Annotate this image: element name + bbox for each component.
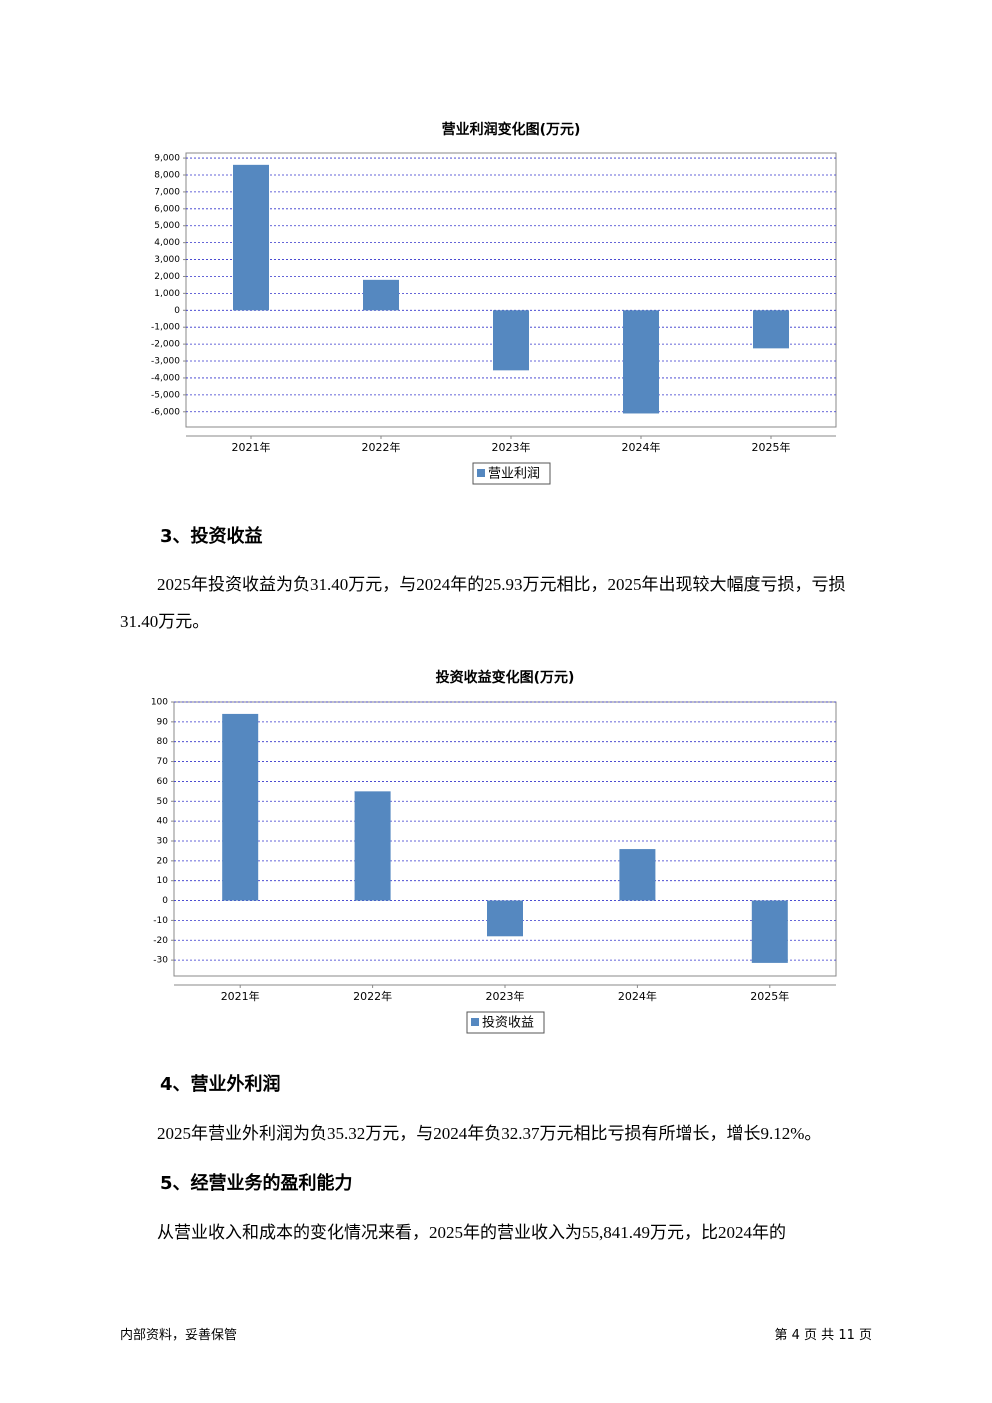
legend-swatch xyxy=(477,469,485,477)
bar xyxy=(493,310,529,371)
bar xyxy=(222,713,259,901)
footer-right: 第 4 页 共 11 页 xyxy=(774,1328,872,1343)
y-tick-label: 30 xyxy=(157,836,169,846)
x-tick-label: 2023年 xyxy=(486,989,525,1003)
bar xyxy=(487,900,523,937)
y-tick-label: -30 xyxy=(153,956,168,966)
y-tick-label: -5,000 xyxy=(151,390,180,400)
chart: 投资收益变化图(万元)1009080706050403020100-10-20-… xyxy=(151,669,837,1034)
y-tick-label: 7,000 xyxy=(154,187,180,197)
y-tick-label: 2,000 xyxy=(154,272,180,282)
section-heading: 5、经营业务的盈利能力 xyxy=(160,1173,353,1194)
y-tick-label: -20 xyxy=(153,936,168,946)
x-tick-label: 2024年 xyxy=(618,989,657,1003)
y-tick-label: 40 xyxy=(157,817,169,827)
bar xyxy=(363,279,399,311)
x-tick-label: 2021年 xyxy=(232,440,271,454)
legend-swatch xyxy=(471,1018,479,1026)
y-tick-label: 9,000 xyxy=(154,154,180,164)
x-tick-label: 2022年 xyxy=(362,440,401,454)
y-tick-label: -6,000 xyxy=(151,407,180,417)
legend-label: 营业利润 xyxy=(488,467,540,482)
section-heading: 3、投资收益 xyxy=(160,526,263,547)
y-tick-label: 60 xyxy=(157,777,169,787)
y-tick-label: 4,000 xyxy=(154,238,180,248)
chart-title: 投资收益变化图(万元) xyxy=(436,669,575,686)
bar xyxy=(354,791,391,901)
x-tick-label: 2022年 xyxy=(353,989,392,1003)
footer-left: 内部资料，妥善保管 xyxy=(120,1328,238,1343)
chart-title: 营业利润变化图(万元) xyxy=(442,121,581,138)
y-tick-label: 1,000 xyxy=(154,289,180,299)
x-tick-label: 2024年 xyxy=(622,440,661,454)
x-tick-label: 2023年 xyxy=(492,440,531,454)
y-tick-label: 0 xyxy=(174,306,180,316)
plot-area xyxy=(185,152,837,428)
bar xyxy=(753,310,789,349)
y-tick-label: 80 xyxy=(157,737,169,747)
y-tick-label: 8,000 xyxy=(154,170,180,180)
y-tick-label: 100 xyxy=(151,698,168,708)
x-tick-label: 2025年 xyxy=(750,989,789,1003)
paragraph: 从营业收入和成本的变化情况来看，2025年的营业收入为55,841.49万元，比… xyxy=(157,1223,786,1242)
y-tick-label: 90 xyxy=(157,717,169,727)
y-tick-label: -10 xyxy=(153,916,168,926)
legend-label: 投资收益 xyxy=(482,1015,534,1031)
y-tick-label: 3,000 xyxy=(154,255,180,265)
x-tick-label: 2021年 xyxy=(221,989,260,1003)
paragraph: 2025年投资收益为负31.40万元，与2024年的25.93万元相比，2025… xyxy=(120,575,846,631)
bar xyxy=(623,310,659,414)
y-tick-label: 50 xyxy=(157,797,169,807)
y-tick-label: -4,000 xyxy=(151,373,180,383)
y-tick-label: 20 xyxy=(157,856,169,866)
legend-box xyxy=(466,1011,545,1034)
y-tick-label: 10 xyxy=(157,876,169,886)
y-tick-label: -2,000 xyxy=(151,340,180,350)
paragraph: 2025年营业外利润为负35.32万元，与2024年负32.37万元相比亏损有所… xyxy=(157,1124,822,1143)
y-tick-label: 70 xyxy=(157,757,169,767)
y-tick-label: -1,000 xyxy=(151,323,180,333)
y-tick-label: 5,000 xyxy=(154,221,180,231)
section-heading: 4、营业外利润 xyxy=(160,1074,281,1095)
y-tick-label: 0 xyxy=(162,896,168,906)
y-tick-label: 6,000 xyxy=(154,204,180,214)
x-tick-label: 2025年 xyxy=(752,440,791,454)
bar xyxy=(233,164,269,311)
y-tick-label: -3,000 xyxy=(151,357,180,367)
chart: 营业利润变化图(万元) 9,000 8,000 7,000 6,000 5,000 4,00… xyxy=(151,121,837,485)
legend-box xyxy=(472,462,551,485)
bar xyxy=(751,900,788,963)
bar xyxy=(619,849,656,901)
